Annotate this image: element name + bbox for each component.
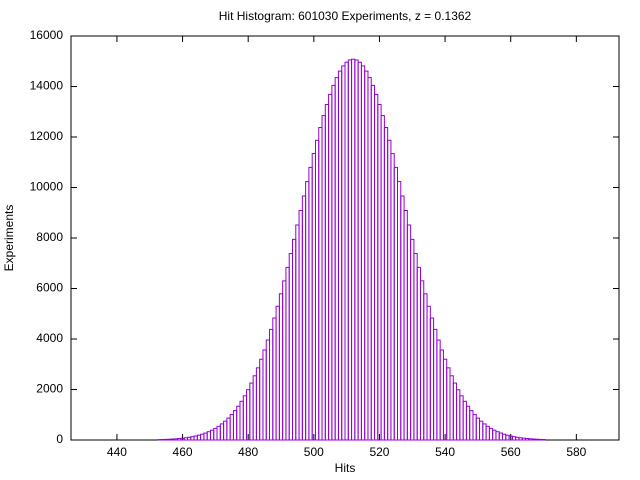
x-tick-label: 560 [501, 445, 521, 459]
y-tick-label: 16000 [30, 28, 64, 42]
x-tick-label: 460 [173, 445, 193, 459]
x-tick-label: 520 [369, 445, 389, 459]
y-tick-label: 2000 [36, 382, 63, 396]
y-tick-label: 6000 [36, 281, 63, 295]
y-tick-label: 12000 [30, 129, 64, 143]
x-axis-label: Hits [335, 461, 356, 475]
x-tick-label: 500 [304, 445, 324, 459]
y-tick-label: 8000 [36, 230, 63, 244]
x-tick-label: 440 [107, 445, 127, 459]
chart-title: Hit Histogram: 601030 Experiments, z = 0… [219, 9, 472, 23]
x-tick-label: 580 [566, 445, 586, 459]
x-tick-label: 540 [435, 445, 455, 459]
y-axis-label: Experiments [2, 205, 16, 272]
y-tick-label: 0 [56, 432, 63, 446]
y-tick-label: 14000 [30, 79, 64, 93]
y-tick-label: 10000 [30, 180, 64, 194]
y-tick-label: 4000 [36, 331, 63, 345]
x-tick-label: 480 [238, 445, 258, 459]
